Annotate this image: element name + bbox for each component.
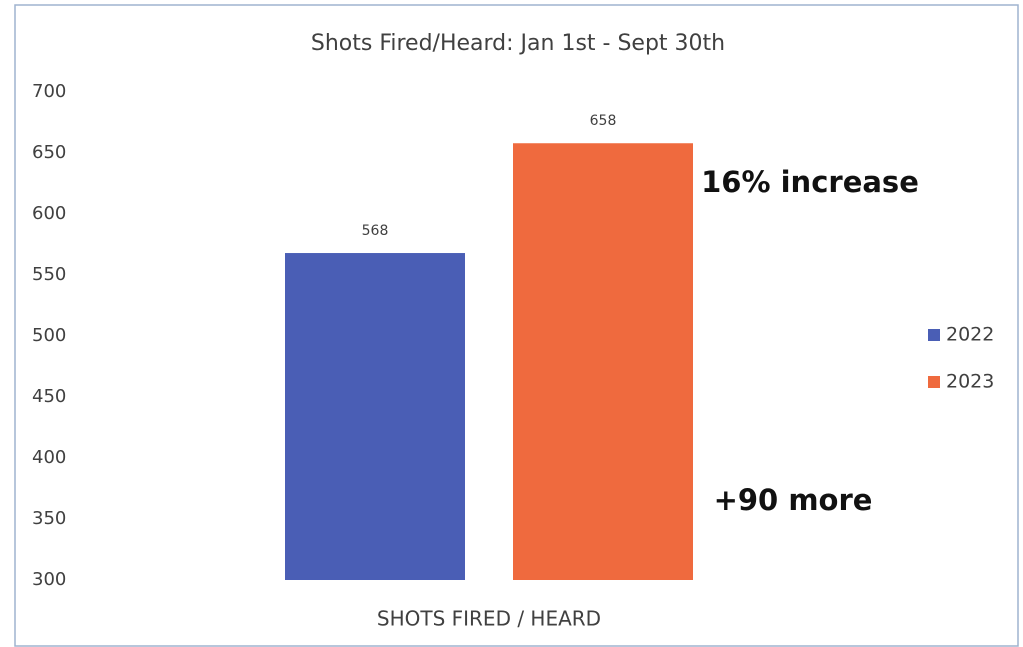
y-tick-label: 600 bbox=[32, 203, 66, 224]
data-label: 658 bbox=[590, 113, 617, 129]
annotation: +90 more bbox=[714, 483, 873, 517]
legend-swatch bbox=[928, 376, 940, 388]
y-tick-label: 350 bbox=[32, 508, 66, 529]
y-tick-label: 400 bbox=[32, 447, 66, 468]
y-tick-label: 650 bbox=[32, 142, 66, 163]
legend-label: 2022 bbox=[946, 324, 994, 346]
annotation: 16% increase bbox=[701, 165, 919, 199]
y-tick-label: 700 bbox=[32, 81, 66, 102]
y-tick-label: 300 bbox=[32, 569, 66, 590]
y-tick-label: 550 bbox=[32, 264, 66, 285]
bar bbox=[285, 253, 465, 581]
chart-title: Shots Fired/Heard: Jan 1st - Sept 30th bbox=[311, 31, 725, 56]
y-tick-label: 500 bbox=[32, 325, 66, 346]
y-tick-label: 450 bbox=[32, 386, 66, 407]
legend-swatch bbox=[928, 329, 940, 341]
bar bbox=[513, 143, 693, 581]
data-label: 568 bbox=[362, 223, 389, 239]
x-tick-label: SHOTS FIRED / HEARD bbox=[377, 607, 601, 631]
legend-label: 2023 bbox=[946, 371, 994, 393]
